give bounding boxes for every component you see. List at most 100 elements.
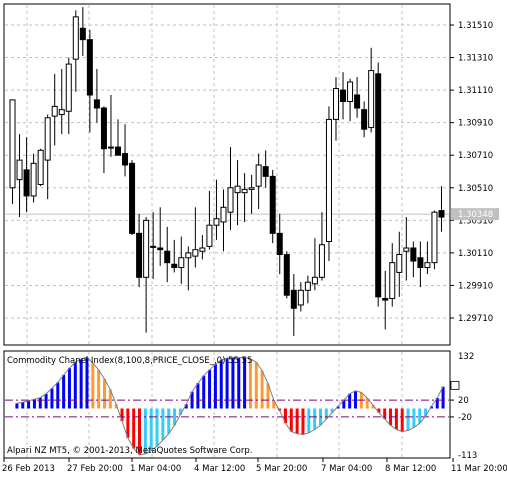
candle	[354, 77, 361, 118]
candle-body-bull	[255, 164, 262, 187]
candle	[9, 99, 16, 205]
candle-body-bear	[157, 247, 164, 251]
main-grid	[5, 5, 449, 344]
candle-body-bear	[164, 250, 171, 264]
candle	[51, 73, 58, 146]
candle-body-bear	[79, 27, 86, 41]
candle	[185, 246, 192, 291]
candle-body-bear	[438, 210, 445, 218]
candle-body-bull	[368, 70, 375, 129]
candle	[340, 72, 347, 120]
main-window-frame[interactable]	[3, 3, 451, 346]
candle	[192, 207, 199, 268]
candle-body-bull	[143, 219, 150, 278]
candle	[304, 275, 311, 304]
candle	[107, 94, 114, 157]
time-label: 11 Mar 20:00	[451, 464, 507, 474]
candle	[297, 282, 304, 312]
candle	[164, 226, 171, 283]
candle	[382, 270, 389, 330]
candle-body-bear	[375, 73, 382, 298]
candle-body-bull	[347, 81, 354, 103]
candle	[311, 238, 318, 291]
candle-body-bull	[297, 289, 304, 306]
price-tick-label: 1.31510	[458, 21, 493, 31]
candle-body-bull	[325, 118, 332, 242]
price-tick-label: 1.31110	[458, 86, 493, 96]
candle-body-bull	[227, 187, 234, 213]
candle-body-bull	[431, 211, 438, 264]
candle	[44, 114, 51, 200]
candle	[333, 77, 339, 141]
candle	[93, 68, 100, 123]
candle	[37, 148, 44, 187]
candle	[129, 160, 136, 235]
candle	[150, 212, 157, 279]
candle-body-bull	[107, 146, 114, 149]
candle-body-bull	[178, 257, 185, 269]
indicator-window-frame[interactable]	[3, 350, 451, 459]
candle-body-bear	[276, 232, 283, 256]
time-label: 5 Mar 20:00	[256, 464, 307, 474]
price-tick-label: 1.30310	[458, 216, 493, 226]
candle-body-bear	[382, 297, 389, 301]
candle	[269, 169, 276, 244]
candle-body-bear	[136, 232, 143, 278]
candle	[276, 213, 283, 275]
candle-body-bull	[396, 254, 403, 273]
candle	[227, 147, 234, 231]
candle	[136, 213, 143, 288]
candle-body-bull	[9, 99, 16, 189]
copyright-text: Alpari NZ MT5, © 2001-2013, MetaQuotes S…	[7, 446, 252, 456]
candle-body-bull	[220, 206, 227, 223]
time-label: 27 Feb 20:00	[67, 464, 123, 474]
candle	[143, 217, 150, 333]
candle-body-bear	[129, 162, 136, 234]
time-label: 7 Mar 04:00	[321, 464, 372, 474]
indicator-min-label: -113	[458, 451, 477, 461]
candle	[79, 7, 86, 56]
candle	[206, 191, 213, 250]
candle-body-bull	[206, 224, 213, 247]
candle	[58, 68, 65, 135]
candle-body-bull	[241, 188, 248, 194]
candle	[375, 62, 382, 307]
time-label: 8 Mar 12:00	[385, 464, 436, 474]
candle-body-bear	[410, 247, 417, 262]
candle	[431, 210, 438, 270]
price-tick-label: 1.29710	[458, 314, 493, 324]
current-price-label: 1.30348	[458, 210, 493, 220]
price-tick-label: 1.29910	[458, 281, 493, 291]
candle	[213, 179, 220, 240]
candle	[361, 101, 368, 138]
candle-body-bull	[389, 262, 396, 299]
candle	[16, 134, 23, 218]
candle	[417, 241, 424, 288]
time-label: 26 Feb 2013	[2, 464, 55, 474]
candle	[199, 234, 206, 260]
indicator-current-marker	[450, 380, 460, 390]
candle-body-bear	[283, 254, 290, 296]
time-label: 4 Mar 12:00	[194, 464, 245, 474]
candle-body-bull	[192, 249, 199, 257]
candle-body-bear	[115, 146, 121, 156]
candle-body-bear	[171, 263, 178, 269]
candle	[122, 124, 129, 177]
candle	[157, 207, 164, 266]
candle	[220, 189, 227, 252]
candle-body-bull	[403, 247, 410, 252]
indicator-histogram	[15, 357, 445, 455]
candle-body-bull	[150, 245, 157, 248]
price-tick-label: 1.30110	[458, 249, 493, 259]
candle	[178, 236, 185, 284]
price-tick-label: 1.30510	[458, 184, 493, 194]
candle-body-bear	[269, 175, 276, 234]
candle-body-bull	[199, 247, 206, 252]
candle-body-bull	[424, 262, 431, 269]
candle	[241, 173, 248, 222]
candle-body-bear	[122, 153, 129, 166]
candle	[30, 153, 37, 203]
time-axis: 26 Feb 2013 27 Feb 20:00 1 Mar 04:00 4 Mar …	[2, 458, 507, 474]
indicator-signal-line	[16, 356, 444, 456]
